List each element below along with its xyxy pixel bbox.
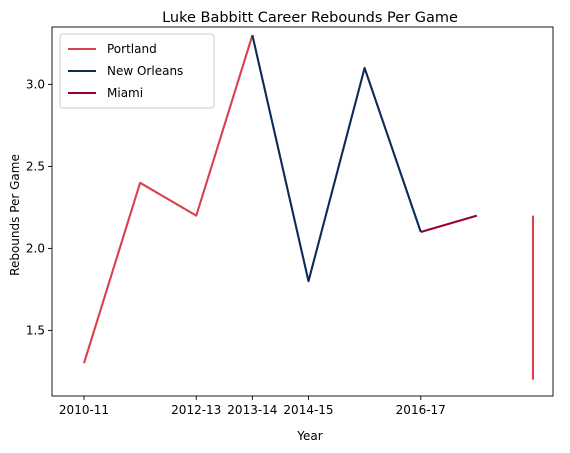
legend-label-new-orleans: New Orleans [107,64,183,78]
x-tick-label: 2014-15 [283,403,333,417]
y-tick-label: 2.0 [26,241,45,255]
legend-label-miami: Miami [107,86,143,100]
y-tick-label: 1.5 [26,323,45,337]
y-tick-label: 2.5 [26,159,45,173]
series-line-miami [420,214,478,234]
x-tick-label: 2012-13 [171,403,221,417]
series-line-portland [82,34,254,364]
legend-box [59,33,215,109]
axes: 1.5 2.0 2.5 3.0 2010-11 2012-13 2013-14 2014-15… [26,77,446,417]
plot-frame [51,26,554,397]
legend: Portland New Orleans Miami [59,33,215,109]
x-axis-title: Year [296,429,322,443]
y-tick-label: 3.0 [26,77,45,91]
series-line-new-orleans [251,34,422,283]
chart-title: Luke Babbitt Career Rebounds Per Game [162,10,458,26]
x-tick-label: 2010-11 [59,403,109,417]
plot-area [82,34,535,380]
x-tick-label: 2016-17 [396,403,446,417]
y-axis-title: Rebounds Per Game [8,154,22,276]
x-tick-label: 2013-14 [227,403,277,417]
legend-label-portland: Portland [107,42,157,56]
